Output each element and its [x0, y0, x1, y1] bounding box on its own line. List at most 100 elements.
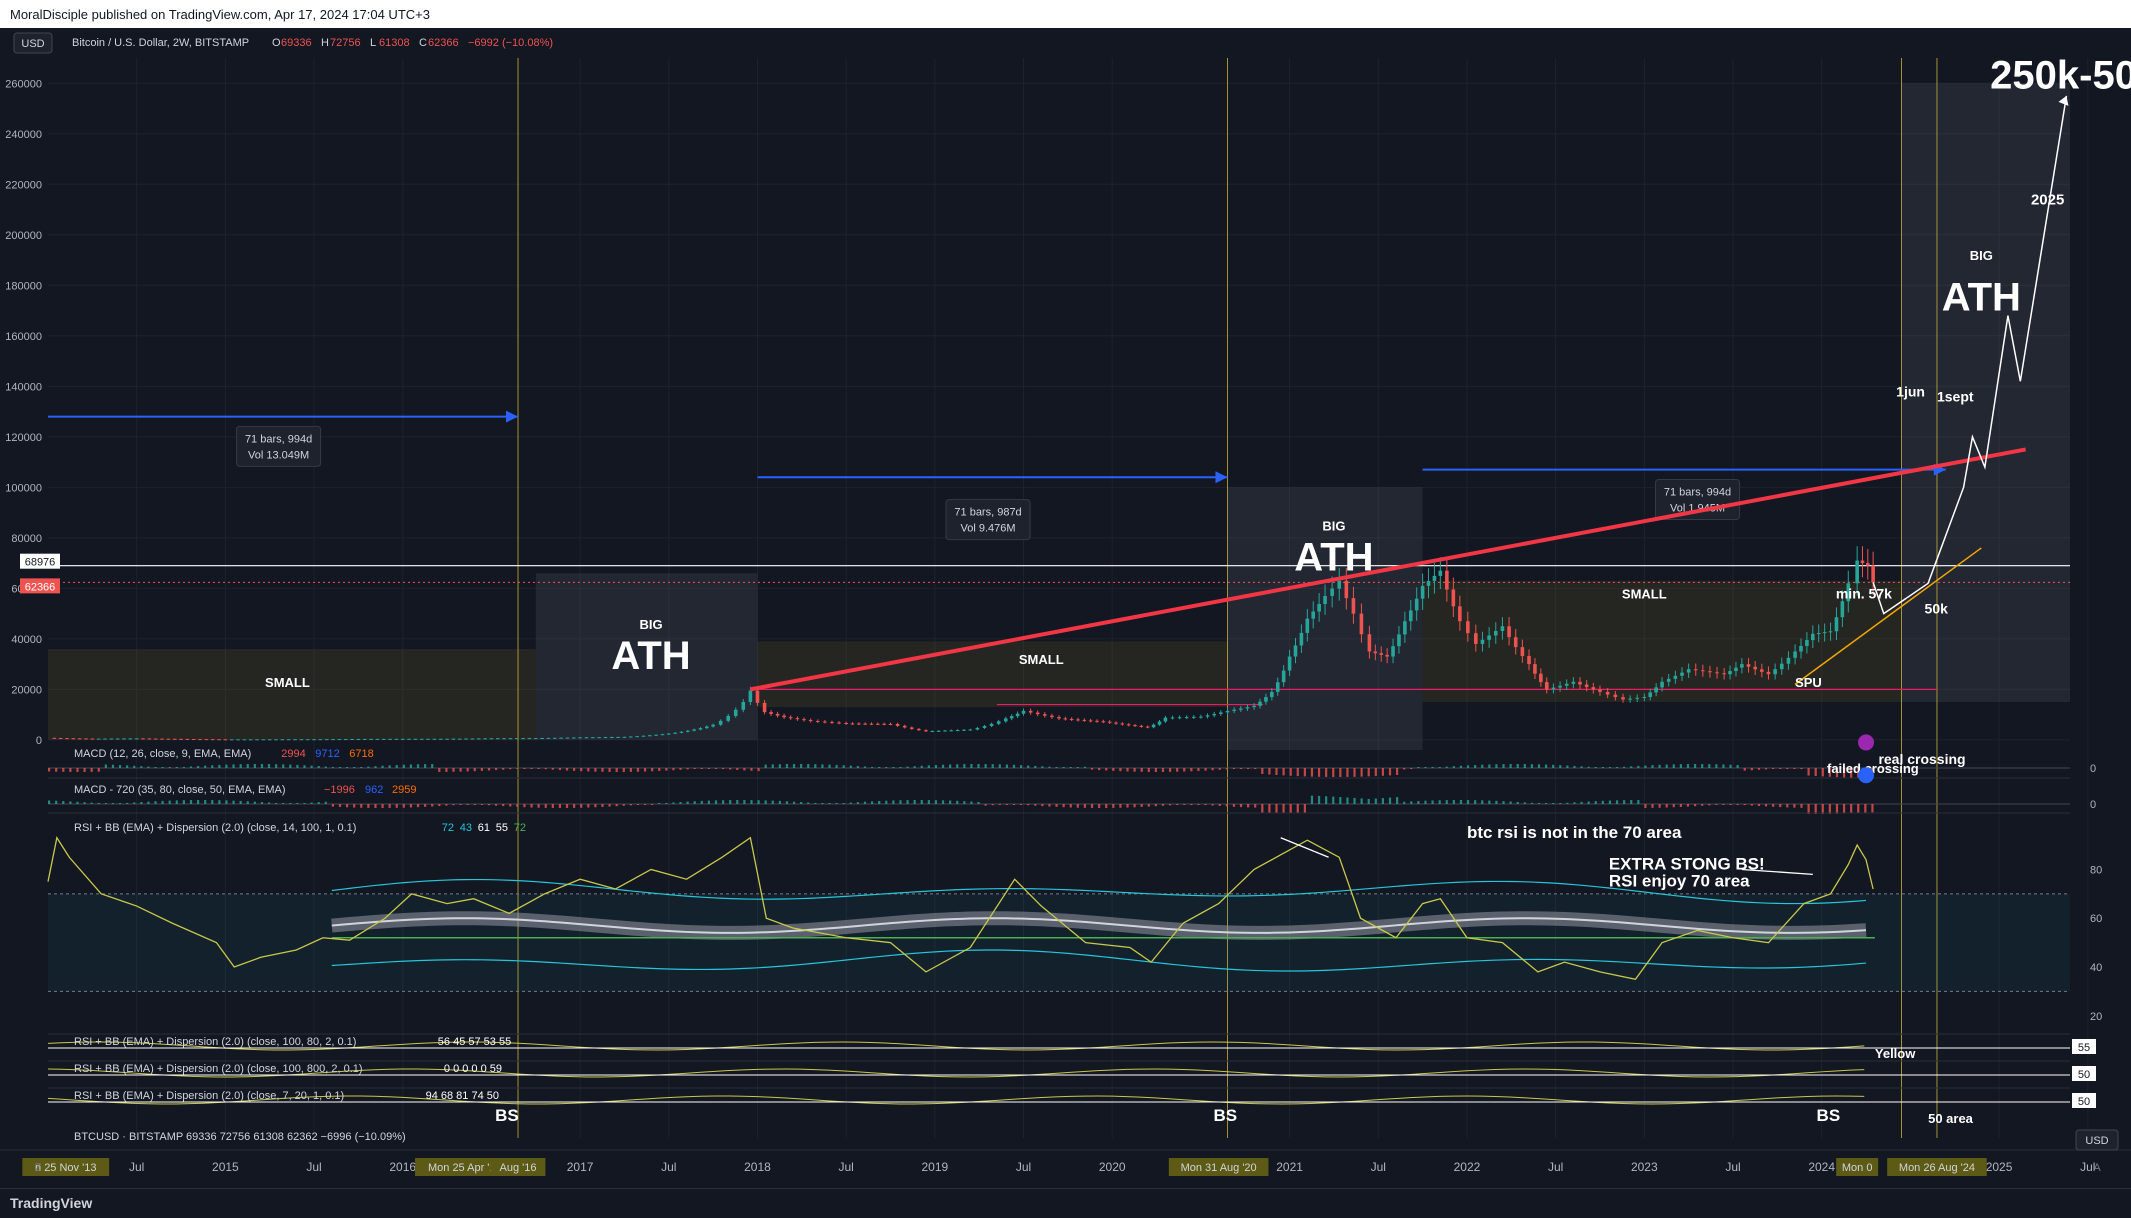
candle-body [1598, 689, 1602, 692]
candle-body [1330, 588, 1334, 596]
macd-value: 2959 [392, 784, 416, 796]
macd-histogram-bar [296, 803, 299, 804]
macd-histogram-bar [147, 766, 150, 768]
macd-histogram-bar [1601, 767, 1604, 768]
candle-body [1212, 713, 1216, 716]
macd-histogram-bar [1828, 768, 1831, 777]
rsi-title: RSI + BB (EMA) + Dispersion (2.0) (close… [74, 822, 356, 834]
candle-body [1009, 716, 1014, 719]
macd-histogram-bar [1417, 800, 1420, 804]
macd-histogram-bar [239, 764, 242, 768]
macd-value: 9712 [315, 748, 339, 760]
macd-histogram-bar [792, 764, 796, 768]
macd-histogram-bar [558, 768, 562, 771]
macd-histogram-bar [1644, 765, 1647, 768]
candle-body [1120, 723, 1125, 725]
candle-body [844, 723, 848, 725]
candle-body [115, 738, 120, 740]
macd-histogram-bar [722, 768, 725, 770]
macd-histogram-bar [863, 801, 867, 804]
price-tick-label: 160000 [5, 331, 42, 343]
macd-histogram-bar [1296, 768, 1299, 777]
macd-histogram-bar [353, 767, 356, 768]
macd-histogram-bar [1346, 768, 1349, 777]
zoom-button[interactable]: Z [35, 1162, 42, 1174]
rsi-axis-label: 80 [2090, 864, 2102, 876]
macd-histogram-bar [466, 768, 469, 772]
macd-histogram-bar [1332, 796, 1335, 804]
candle-body [1693, 669, 1698, 671]
macd-histogram-bar [700, 768, 703, 769]
price-chart[interactable]: SMALL BIG ATH SMALL BIG ATH SMALL BIG ATH 71 bars… [0, 28, 2131, 1188]
candle-body [1642, 696, 1647, 698]
candle-body [1275, 682, 1280, 692]
macd-histogram-bar [1800, 804, 1803, 808]
macd-histogram-bar [1019, 765, 1023, 768]
macd-histogram-bar [771, 800, 774, 804]
candle-body [533, 738, 538, 740]
price-tick-label: 240000 [5, 129, 42, 141]
price-tick-label: 260000 [5, 78, 42, 90]
rsi-value: 43 [460, 822, 472, 834]
macd-histogram-bar [998, 804, 1001, 805]
candle-body [1793, 651, 1797, 658]
small-pane-title: RSI + BB (EMA) + Dispersion (2.0) (close… [74, 1036, 356, 1048]
macd-histogram-bar [856, 802, 859, 804]
candle-body [1766, 671, 1771, 675]
candle-body [141, 738, 145, 740]
macd-histogram-bar [402, 804, 405, 808]
candle-body [660, 734, 665, 736]
bs-marker: BS [1817, 1106, 1841, 1125]
macd-histogram-bar [1317, 768, 1321, 777]
ohlc-value: 61308 [379, 37, 410, 49]
rsi-band-fill [48, 893, 2070, 992]
candle-body [1082, 719, 1087, 721]
flag-icon[interactable] [1858, 767, 1875, 784]
candle-body [457, 738, 462, 740]
macd-histogram-bar [729, 800, 732, 804]
candle-body [635, 736, 639, 738]
macd-histogram-bar [651, 804, 654, 805]
event-icon[interactable] [1858, 734, 1875, 751]
macd-histogram-bar [1140, 768, 1143, 772]
macd-histogram-bar [587, 804, 590, 808]
macd-histogram-bar [1282, 804, 1285, 813]
candle-body [823, 721, 827, 723]
candle-body [204, 739, 209, 741]
candle-body [1474, 633, 1478, 644]
currency-button[interactable] [13, 32, 53, 54]
macd-histogram-bar [1360, 798, 1363, 804]
macd-histogram-bar [1168, 804, 1172, 806]
candle-body [1069, 718, 1074, 720]
candle-body [857, 723, 861, 725]
macd-histogram-bar [1048, 804, 1051, 807]
projection-path [1872, 95, 2068, 615]
candle-body [1564, 683, 1569, 686]
candle-body [210, 739, 215, 741]
macd-histogram-bar [289, 803, 292, 804]
auto-scale-button[interactable]: A [2093, 1162, 2101, 1174]
macd-histogram-bar [1027, 765, 1030, 768]
currency-footer-button[interactable] [2075, 1129, 2119, 1151]
macd-histogram-bar [211, 800, 214, 804]
macd-histogram-bar [1552, 764, 1555, 768]
macd-histogram-bar [1374, 798, 1377, 804]
macd-histogram-bar [963, 764, 966, 768]
currency-button-label[interactable]: USD [21, 38, 44, 50]
macd-histogram-bar [1339, 797, 1342, 804]
macd-histogram-bar [1147, 804, 1150, 807]
macd-histogram-bar [1204, 804, 1207, 806]
price-tick-label: 100000 [5, 482, 42, 494]
small-pane-badge: 50 [2078, 1069, 2090, 1081]
candle-body [1493, 630, 1498, 636]
macd-histogram-bar [395, 764, 398, 768]
macd-histogram-bar [1090, 768, 1094, 770]
time-tick-label: Jul [129, 1160, 144, 1174]
macd-histogram-bar [970, 764, 973, 768]
currency-footer-label[interactable]: USD [2085, 1135, 2108, 1147]
rsi-pane: 20 40 60 80 RSI + BB (EMA) + Dispersion (2.0… [47, 822, 2102, 1023]
candle-body [343, 739, 348, 741]
rsi-note: RSI enjoy 70 area [1609, 872, 1750, 891]
macd-histogram-bar [1211, 768, 1214, 771]
